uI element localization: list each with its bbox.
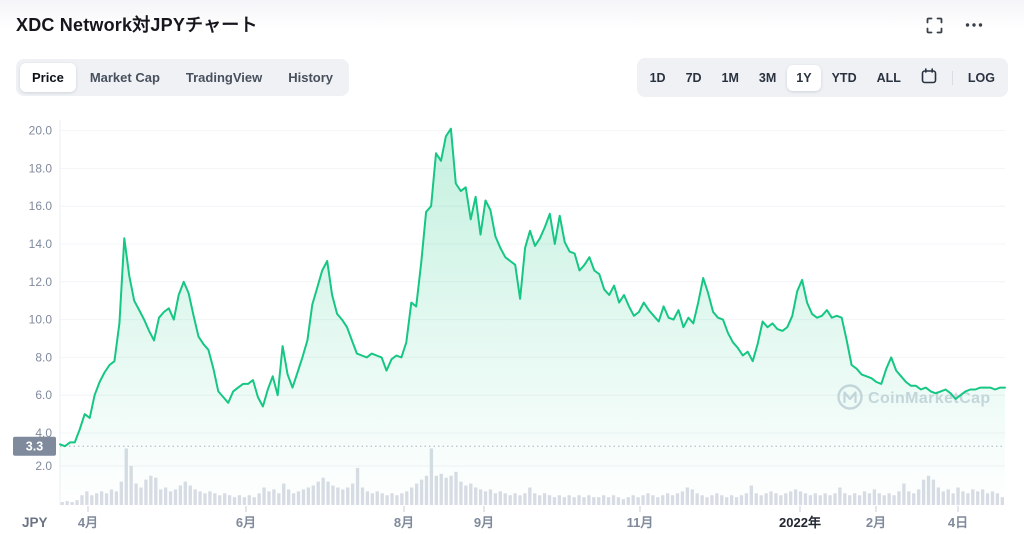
x-axis-label: 8月: [394, 515, 414, 530]
price-area-fill: [60, 128, 1005, 505]
tab-history[interactable]: History: [288, 70, 334, 85]
open-price-badge-label: 3.3: [26, 440, 43, 454]
y-axis-label: 8.0: [35, 350, 52, 364]
range-ytd[interactable]: YTD: [831, 70, 857, 85]
x-axis-label: 9月: [474, 515, 494, 530]
range-group: 1D 7D 1M 3M 1Y YTD ALL LOG: [636, 58, 1008, 97]
y-axis-label: 10.0: [29, 313, 53, 327]
y-axis-label: 18.0: [29, 161, 53, 175]
x-axis-label: 6月: [236, 515, 256, 530]
open-price-badge: [13, 436, 56, 456]
header-actions: [924, 15, 984, 35]
range-1d[interactable]: 1D: [649, 70, 666, 85]
range-all[interactable]: ALL: [876, 70, 901, 85]
y-axis-label: 4.0: [35, 426, 52, 440]
y-axis-label: 12.0: [29, 275, 53, 289]
log-scale-button[interactable]: LOG: [967, 70, 995, 85]
tab-market-cap[interactable]: Market Cap: [89, 70, 160, 85]
fullscreen-button[interactable]: [924, 15, 944, 35]
range-1y[interactable]: 1Y: [787, 64, 821, 91]
price-line: [59, 127, 1006, 448]
calendar-button[interactable]: [912, 62, 946, 93]
tabs-group: Price Market Cap TradingView History: [16, 59, 350, 96]
range-1m[interactable]: 1M: [721, 70, 739, 85]
x-axis-label: 4日: [948, 515, 968, 530]
y-axis-label: 16.0: [29, 199, 53, 213]
tab-price[interactable]: Price: [20, 63, 76, 92]
tab-tradingview[interactable]: TradingView: [185, 70, 263, 85]
x-axis-label: 11月: [627, 515, 654, 530]
toolbar-divider: [951, 70, 953, 85]
page-title: XDC Network対JPYチャート: [16, 15, 258, 35]
y-axis-label: 6.0: [35, 388, 52, 402]
ellipsis-icon: [965, 23, 983, 27]
more-options-button[interactable]: [964, 15, 984, 35]
x-axis-label: 4月: [78, 515, 98, 530]
fullscreen-icon: [926, 17, 942, 33]
y-axis-label: 14.0: [29, 237, 53, 251]
x-axis-label: 2月: [866, 515, 886, 530]
currency-label: JPY: [22, 515, 48, 530]
x-axis-label: 2022年: [779, 515, 821, 530]
range-7d[interactable]: 7D: [685, 70, 702, 85]
calendar-icon: [921, 68, 937, 84]
y-axis-label: 20.0: [29, 124, 53, 138]
range-3m[interactable]: 3M: [758, 70, 777, 85]
chart-type-tabs: Price Market Cap TradingView History: [16, 59, 350, 96]
range-toolbar: 1D 7D 1M 3M 1Y YTD ALL LOG: [636, 58, 1008, 97]
volume-axis-label: 2.0: [35, 459, 52, 473]
